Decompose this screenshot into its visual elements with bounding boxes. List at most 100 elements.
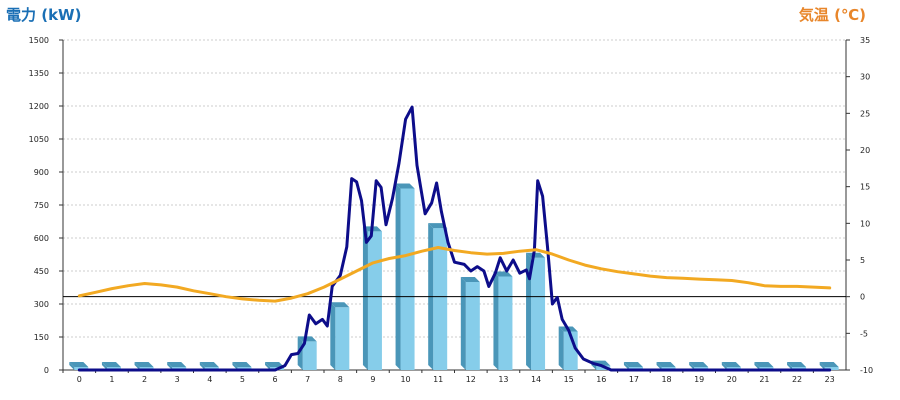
x-tick-label: 8 bbox=[338, 375, 343, 384]
bar-top bbox=[787, 362, 807, 367]
left-axis-title: 電力 (kW) bbox=[6, 6, 82, 24]
x-tick-label: 21 bbox=[759, 375, 769, 384]
left-tick-label: 750 bbox=[34, 201, 49, 210]
power-line bbox=[77, 105, 832, 372]
temperature-line bbox=[77, 246, 832, 303]
left-tick-label: 1500 bbox=[29, 36, 49, 45]
x-tick-label: 3 bbox=[175, 375, 180, 384]
bar-side bbox=[656, 362, 662, 370]
bar-side bbox=[493, 271, 499, 370]
left-tick-label: 0 bbox=[44, 366, 49, 375]
right-tick-label: -10 bbox=[860, 366, 873, 375]
bar-side bbox=[395, 183, 401, 370]
bar-side bbox=[69, 362, 75, 370]
x-tick-label: 17 bbox=[629, 375, 639, 384]
right-tick-label: 15 bbox=[860, 183, 870, 192]
left-tick-label: 600 bbox=[34, 234, 49, 243]
bar-side bbox=[330, 302, 336, 370]
left-tick-label: 1200 bbox=[29, 102, 49, 111]
bar bbox=[395, 183, 415, 370]
right-tick-label: 0 bbox=[860, 293, 865, 302]
bar-side bbox=[167, 362, 173, 370]
bar-top bbox=[167, 362, 187, 367]
bar-top bbox=[69, 362, 89, 367]
bar-side bbox=[297, 336, 303, 370]
bar-top bbox=[754, 362, 774, 367]
bar bbox=[297, 336, 317, 370]
x-tick-label: 5 bbox=[240, 375, 245, 384]
bar-front bbox=[400, 188, 415, 370]
right-tick-label: -5 bbox=[860, 329, 868, 338]
bar-front bbox=[433, 228, 448, 370]
bar-front bbox=[335, 307, 350, 370]
bar-side bbox=[362, 226, 368, 370]
x-tick-label: 16 bbox=[596, 375, 606, 384]
bar-top bbox=[460, 277, 480, 282]
x-tick-label: 15 bbox=[564, 375, 574, 384]
bar bbox=[460, 277, 480, 370]
bar-top bbox=[689, 362, 709, 367]
x-tick-label: 9 bbox=[370, 375, 375, 384]
bar-side bbox=[754, 362, 760, 370]
bar-side bbox=[526, 252, 532, 370]
bar-side bbox=[101, 362, 107, 370]
left-tick-label: 1350 bbox=[29, 69, 49, 78]
bar-front bbox=[531, 257, 546, 370]
right-tick-label: 5 bbox=[860, 256, 865, 265]
right-tick-label: 35 bbox=[860, 36, 870, 45]
bar-front bbox=[498, 276, 513, 370]
bar-side bbox=[558, 326, 564, 370]
left-tick-label: 300 bbox=[34, 300, 49, 309]
left-tick-label: 450 bbox=[34, 267, 49, 276]
bar-top bbox=[721, 362, 741, 367]
bar-side bbox=[787, 362, 793, 370]
bar bbox=[493, 271, 513, 370]
x-tick-label: 20 bbox=[727, 375, 737, 384]
x-tick-label: 10 bbox=[400, 375, 410, 384]
bar-side bbox=[199, 362, 205, 370]
bar-side bbox=[134, 362, 140, 370]
bar-top bbox=[330, 302, 350, 308]
x-tick-label: 22 bbox=[792, 375, 802, 384]
bar bbox=[819, 362, 839, 370]
x-tick-label: 0 bbox=[77, 375, 82, 384]
bar-front bbox=[367, 231, 382, 370]
bar-top bbox=[265, 362, 285, 367]
bar-side bbox=[623, 362, 629, 370]
x-tick-label: 12 bbox=[466, 375, 476, 384]
left-tick-label: 150 bbox=[34, 333, 49, 342]
bar-top bbox=[199, 362, 219, 367]
bar-side bbox=[689, 362, 695, 370]
bar-side bbox=[232, 362, 238, 370]
right-tick-label: 10 bbox=[860, 219, 870, 228]
bar-top bbox=[297, 336, 317, 342]
bar-top bbox=[101, 362, 121, 367]
bar bbox=[526, 252, 546, 370]
bar-side bbox=[265, 362, 271, 370]
bar-top bbox=[232, 362, 252, 367]
right-tick-label: 30 bbox=[860, 73, 870, 82]
bar-top bbox=[493, 271, 513, 277]
right-axis-title: 気温 (℃) bbox=[798, 6, 866, 24]
x-tick-label: 1 bbox=[109, 375, 114, 384]
bar-top bbox=[526, 252, 546, 258]
bar-front bbox=[824, 367, 839, 370]
right-tick-label: 20 bbox=[860, 146, 870, 155]
bar-top bbox=[656, 362, 676, 367]
bar-side bbox=[460, 277, 466, 370]
x-tick-label: 7 bbox=[305, 375, 310, 384]
x-tick-label: 18 bbox=[661, 375, 671, 384]
right-tick-label: 25 bbox=[860, 109, 870, 118]
x-tick-label: 13 bbox=[498, 375, 508, 384]
bar-top bbox=[134, 362, 154, 367]
bar-top bbox=[819, 362, 839, 367]
x-tick-label: 19 bbox=[694, 375, 704, 384]
bar-front bbox=[302, 341, 317, 370]
x-tick-label: 23 bbox=[825, 375, 835, 384]
bar bbox=[362, 226, 382, 370]
bar-side bbox=[721, 362, 727, 370]
x-tick-label: 14 bbox=[531, 375, 541, 384]
bar-top bbox=[428, 223, 448, 229]
left-tick-label: 900 bbox=[34, 168, 49, 177]
